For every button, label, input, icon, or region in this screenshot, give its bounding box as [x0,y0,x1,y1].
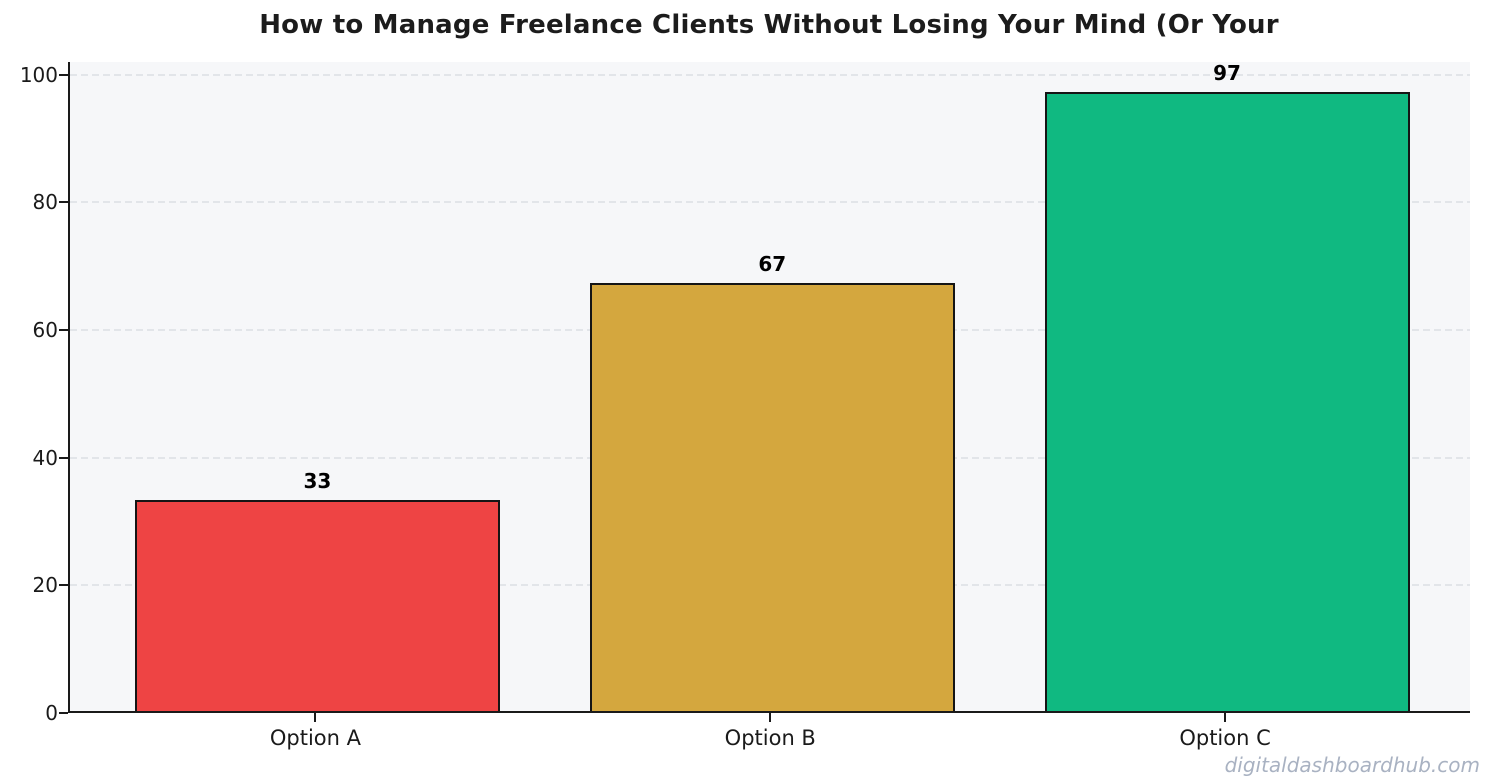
ytick-label-0: 0 [45,701,58,725]
xtick-label-option-b: Option B [724,726,816,750]
watermark: digitaldashboardhub.com [1224,753,1480,777]
plot-area: 33 67 97 [68,60,1470,713]
ytick-label-20: 20 [32,573,58,598]
gridline-y100 [70,73,1470,76]
ytick-label-40: 40 [32,445,58,470]
bar-value-label-option-a: 33 [303,469,332,494]
xtick-mark-3 [1224,713,1227,722]
ytick-mark-100 [59,73,68,76]
xtick-mark-1 [314,713,317,722]
ytick-mark-20 [59,584,68,587]
ytick-label-80: 80 [32,190,58,215]
chart-title: How to Manage Freelance Clients Without … [259,10,1279,40]
xtick-mark-2 [769,713,772,722]
bar-value-label-option-b: 67 [758,252,787,277]
xtick-label-option-a: Option A [269,726,362,750]
ytick-mark-60 [59,329,68,332]
bar-option-c [1044,91,1410,711]
ytick-mark-80 [59,201,68,204]
xtick-label-option-c: Option C [1179,726,1271,750]
bar-option-b [589,283,955,711]
bar-option-a [134,500,500,711]
ytick-mark-40 [59,456,68,459]
ytick-mark-0 [59,712,68,714]
ytick-label-60: 60 [32,318,58,343]
bar-value-label-option-c: 97 [1213,60,1241,85]
ytick-label-100: 100 [19,62,58,87]
